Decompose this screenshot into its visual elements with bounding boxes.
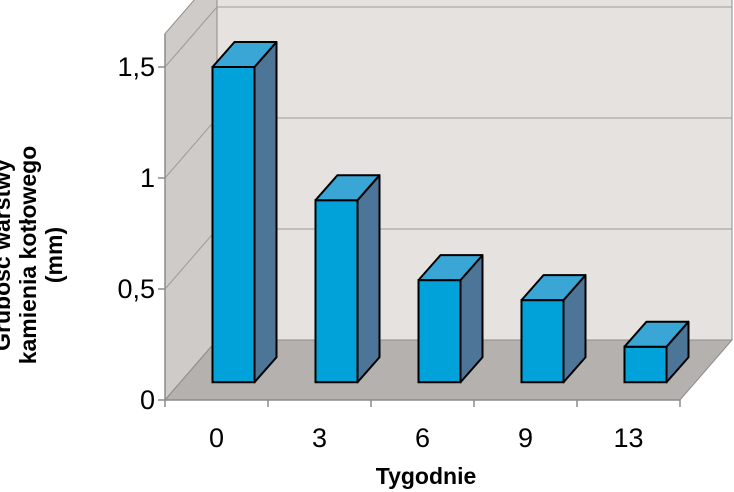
bar-front (520, 299, 565, 384)
y-tick-label: 1 (140, 163, 155, 193)
bar-front (623, 345, 668, 384)
bar-9 (520, 274, 587, 384)
bar-top (520, 274, 587, 302)
bar-6 (417, 254, 484, 384)
x-tick-label: 3 (312, 423, 327, 453)
bar-side (253, 41, 278, 384)
bar-side (356, 174, 381, 384)
bar-front (211, 66, 256, 384)
gridline-side (164, 117, 218, 179)
bar-top (417, 254, 484, 282)
y-axis-title: Grubość warstwy kamienia kotłowego (mm) (0, 146, 67, 365)
bar-13 (623, 320, 690, 384)
x-tick-label: 9 (518, 423, 533, 453)
x-tick-labels: 0 3 6 9 13 (209, 423, 644, 453)
y-tick-label: 0,5 (117, 274, 155, 304)
x-axis-title: Tygodnie (376, 463, 477, 489)
y-axis-title-line: kamienia kotłowego (15, 146, 41, 365)
bar-front (314, 199, 359, 384)
bar-3 (314, 174, 381, 384)
y-axis-title-line: (mm) (41, 227, 67, 283)
bar-top (623, 320, 690, 348)
gridline-side (164, 228, 218, 290)
x-tick-label: 13 (613, 423, 643, 453)
bar-0 (211, 41, 278, 384)
y-axis-title-line: Grubość warstwy (0, 159, 15, 351)
y-tick-labels: 0 0,5 1 1,5 (117, 52, 155, 415)
x-tick-label: 6 (415, 423, 430, 453)
bars (211, 41, 690, 384)
gridline-side (164, 6, 218, 68)
x-tick-label: 0 (209, 423, 224, 453)
side-wall (164, 0, 218, 402)
axes (158, 33, 681, 407)
y-tick-label: 0 (140, 385, 155, 415)
y-tick-label: 1,5 (117, 52, 155, 82)
bar-top (314, 174, 381, 202)
bar-front (417, 279, 462, 384)
gridlines (164, 6, 732, 290)
bar-top (211, 41, 278, 68)
